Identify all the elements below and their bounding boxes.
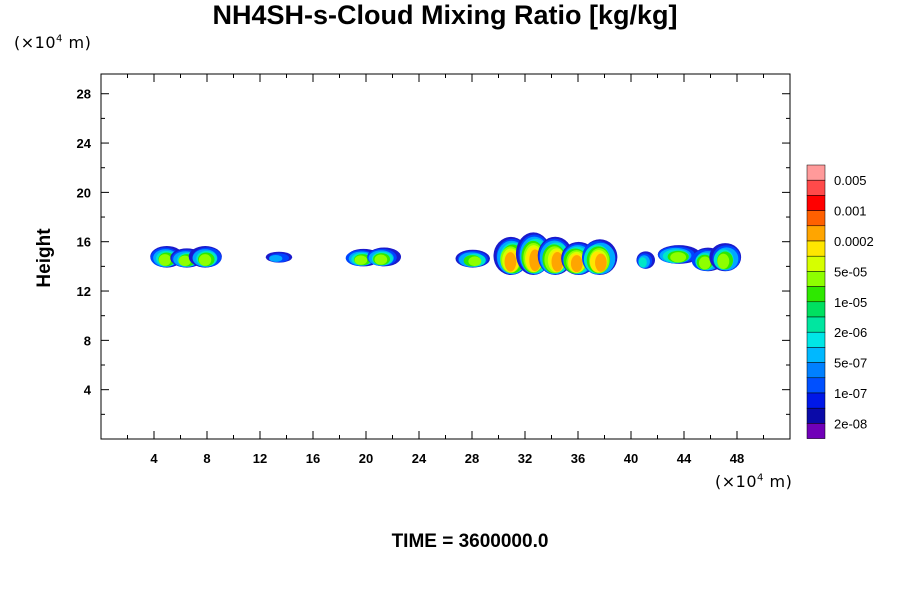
cloud-cell bbox=[595, 253, 607, 272]
x-axis: 4 8 12 16 20 24 28 32 36 40 44 48 bbox=[127, 74, 764, 466]
colorbar-label: 0.005 bbox=[834, 173, 867, 188]
colorbar-label: 5e-07 bbox=[834, 356, 867, 371]
y-unit-exponent: 4 bbox=[56, 33, 63, 45]
colorbar-label: 1e-07 bbox=[834, 386, 867, 401]
cloud-cell bbox=[638, 257, 647, 268]
x-tick-label: 36 bbox=[571, 451, 585, 466]
y-tick-label: 8 bbox=[84, 333, 91, 348]
colorbar-swatch bbox=[806, 407, 826, 424]
x-axis-unit: (×104 m) bbox=[715, 472, 792, 491]
colorbar-swatch bbox=[806, 210, 826, 227]
colorbar-label: 0.001 bbox=[834, 204, 867, 219]
y-tick-label: 12 bbox=[77, 284, 91, 299]
x-unit-prefix: (×10 bbox=[715, 472, 758, 491]
colorbar-swatch bbox=[806, 347, 826, 363]
colorbar-swatch bbox=[806, 179, 826, 196]
colorbar-label: 2e-06 bbox=[834, 325, 867, 340]
colorbar-swatch bbox=[806, 240, 826, 257]
colorbar-swatch bbox=[806, 392, 826, 409]
cloud-cell bbox=[570, 255, 583, 273]
cloud-cell bbox=[178, 255, 191, 266]
cloud-cell bbox=[717, 253, 730, 269]
colorbar-label: 0.0002 bbox=[834, 234, 874, 249]
y-tick-label: 4 bbox=[84, 383, 92, 398]
y-axis-unit: (×104 m) bbox=[14, 33, 91, 52]
colorbar-swatch bbox=[806, 377, 826, 394]
time-label: TIME = 3600000.0 bbox=[391, 531, 549, 552]
colorbar-swatch bbox=[806, 225, 826, 242]
x-unit-suffix: m) bbox=[763, 472, 793, 491]
y-unit-prefix: (×10 bbox=[14, 33, 57, 52]
x-tick-label: 4 bbox=[150, 451, 158, 466]
colorbar-label: 2e-08 bbox=[834, 416, 867, 431]
colorbar-swatch bbox=[806, 286, 826, 303]
colorbar-swatch bbox=[806, 195, 826, 211]
cloud-cell bbox=[551, 252, 564, 272]
colorbar-swatch bbox=[806, 362, 826, 379]
x-tick-label: 24 bbox=[412, 451, 427, 466]
x-tick-label: 12 bbox=[253, 451, 267, 466]
colorbar-swatch bbox=[806, 255, 826, 272]
colorbar-label: 5e-05 bbox=[834, 264, 867, 279]
cloud-cell bbox=[354, 255, 368, 265]
cloud-field bbox=[150, 232, 742, 275]
y-tick-label: 24 bbox=[77, 136, 92, 151]
x-tick-label: 28 bbox=[465, 451, 479, 466]
chart-title: NH4SH-s-Cloud Mixing Ratio [kg/kg] bbox=[212, 0, 678, 30]
colorbar-label: 1e-05 bbox=[834, 295, 867, 310]
x-tick-label: 40 bbox=[624, 451, 638, 466]
cloud-cell bbox=[158, 254, 172, 266]
colorbar-swatch bbox=[806, 331, 826, 348]
x-tick-label: 8 bbox=[203, 451, 210, 466]
colorbar-swatch bbox=[806, 423, 826, 439]
colorbar-swatch bbox=[806, 301, 826, 318]
x-tick-label: 48 bbox=[730, 451, 744, 466]
cloud-cell bbox=[504, 252, 517, 272]
x-tick-label: 16 bbox=[306, 451, 320, 466]
x-tick-label: 32 bbox=[518, 451, 532, 466]
cloud-cell bbox=[698, 256, 711, 270]
y-unit-suffix: m) bbox=[62, 33, 92, 52]
cloud-cell bbox=[374, 254, 388, 265]
x-tick-label: 44 bbox=[677, 451, 692, 466]
cloud-cell bbox=[468, 256, 482, 267]
cloud-cell bbox=[670, 252, 687, 263]
x-tick-label: 20 bbox=[359, 451, 373, 466]
cloud-cell bbox=[198, 254, 212, 266]
colorbar: 0.005 0.001 0.0002 5e-05 1e-05 2e-06 5e-07 1e-0… bbox=[806, 164, 874, 439]
y-tick-label: 28 bbox=[77, 87, 91, 102]
x-unit-exponent: 4 bbox=[757, 472, 764, 484]
colorbar-swatch bbox=[806, 271, 826, 287]
y-axis: 4 8 12 16 20 24 28 bbox=[77, 87, 790, 415]
y-tick-label: 16 bbox=[77, 235, 91, 250]
cloud-cell bbox=[269, 254, 283, 262]
y-axis-label: Height bbox=[34, 228, 55, 288]
y-tick-label: 20 bbox=[77, 185, 91, 200]
colorbar-swatch bbox=[806, 164, 826, 181]
colorbar-swatch bbox=[806, 316, 826, 333]
